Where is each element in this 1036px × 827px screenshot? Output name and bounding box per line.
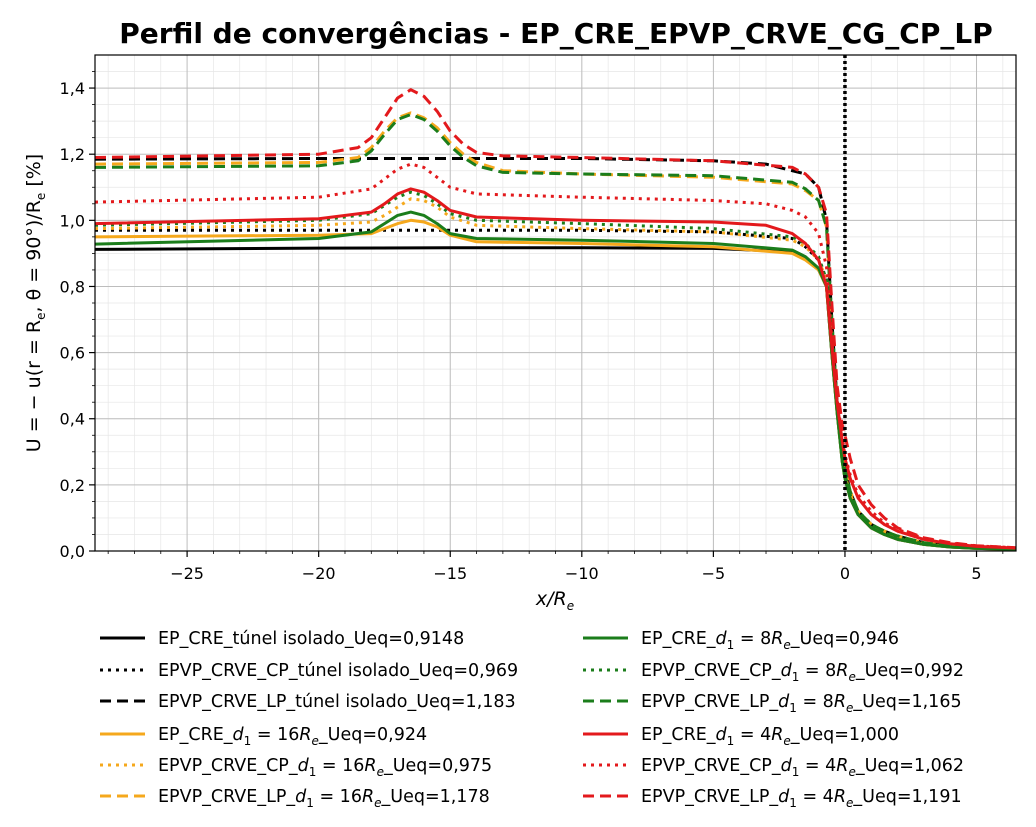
y-tick-label: 0,6: [60, 344, 85, 363]
legend-label: EPVP_CRVE_CP_d1 = 16Re_Ueq=0,975: [158, 756, 492, 779]
y-axis-label: U = − u(r = Re, θ = 90°)/Re [%]: [23, 154, 48, 452]
series-line-s8: [95, 190, 1016, 551]
legend-entry-s12: EPVP_CRVE_LP_d1 = 4Re_Ueq=1,191: [583, 787, 962, 810]
legend-entry-s5: EPVP_CRVE_CP_d1 = 16Re_Ueq=0,975: [100, 756, 492, 779]
legend-entry-s9: EPVP_CRVE_LP_d1 = 8Re_Ueq=1,165: [583, 692, 962, 715]
x-tick-label: 5: [971, 564, 981, 583]
legend-label: EPVP_CRVE_LP_d1 = 4Re_Ueq=1,191: [641, 787, 962, 810]
legend-entry-s11: EPVP_CRVE_CP_d1 = 4Re_Ueq=1,062: [583, 756, 964, 779]
y-tick-label: 1,2: [60, 145, 85, 164]
legend-label: EP_CRE_túnel isolado_Ueq=0,9148: [158, 629, 464, 649]
y-axis-ticks: 0,0 0,2 0,4 0,6 0,8 1,0 1,2 1,4: [60, 71, 95, 561]
legend-label: EPVP_CRVE_LP_d1 = 16Re_Ueq=1,178: [158, 787, 490, 810]
series-line-s11: [95, 162, 1016, 550]
y-tick-label: 1,4: [60, 79, 85, 98]
x-tick-label: −25: [170, 564, 204, 583]
legend-label: EPVP_CRVE_CP_d1 = 8Re_Ueq=0,992: [641, 661, 964, 684]
y-tick-label: 0,2: [60, 476, 85, 495]
legend-label: EP_CRE_d1 = 16Re_Ueq=0,924: [158, 725, 427, 748]
legend-label: EPVP_CRVE_LP_túnel isolado_Ueq=1,183: [158, 692, 516, 712]
x-tick-label: −15: [433, 564, 467, 583]
y-tick-label: 0,4: [60, 410, 85, 429]
chart-title: Perfil de convergências - EP_CRE_EPVP_CR…: [119, 17, 992, 50]
legend: EP_CRE_túnel isolado_Ueq=0,9148 EPVP_CRVE…: [100, 629, 964, 810]
legend-entry-s3: EPVP_CRVE_LP_túnel isolado_Ueq=1,183: [100, 692, 516, 712]
series-layer: [95, 88, 1016, 551]
legend-entry-s2: EPVP_CRVE_CP_túnel isolado_Ueq=0,969: [100, 661, 518, 681]
y-tick-label: 1,0: [60, 211, 85, 230]
series-line-s7: [95, 210, 1016, 551]
series-line-s9: [95, 113, 1016, 551]
legend-label: EP_CRE_d1 = 8Re_Ueq=0,946: [641, 629, 899, 652]
x-tick-label: −20: [302, 564, 336, 583]
legend-entry-s4: EP_CRE_d1 = 16Re_Ueq=0,924: [100, 725, 427, 748]
legend-label: EPVP_CRVE_LP_d1 = 8Re_Ueq=1,165: [641, 692, 962, 715]
legend-entry-s1: EP_CRE_túnel isolado_Ueq=0,9148: [100, 629, 464, 649]
x-tick-label: −5: [702, 564, 726, 583]
x-tick-label: 0: [840, 564, 850, 583]
legend-entry-s10: EP_CRE_d1 = 4Re_Ueq=1,000: [583, 725, 899, 748]
series-line-s12: [95, 88, 1016, 550]
legend-label: EPVP_CRVE_CP_túnel isolado_Ueq=0,969: [158, 661, 518, 681]
legend-label: EPVP_CRVE_CP_d1 = 4Re_Ueq=1,062: [641, 756, 964, 779]
y-tick-label: 0,0: [60, 542, 85, 561]
minor-gridlines: [95, 55, 1016, 551]
legend-entry-s8: EPVP_CRVE_CP_d1 = 8Re_Ueq=0,992: [583, 661, 964, 684]
x-axis-ticks: −25 −20 −15 −10 −5 0 5: [107, 551, 1004, 583]
x-axis-label: x/Re: [535, 588, 574, 613]
legend-label: EP_CRE_d1 = 4Re_Ueq=1,000: [641, 725, 899, 748]
legend-entry-s7: EP_CRE_d1 = 8Re_Ueq=0,946: [583, 629, 899, 652]
x-tick-label: −10: [565, 564, 599, 583]
y-tick-label: 0,8: [60, 277, 85, 296]
legend-entry-s6: EPVP_CRVE_LP_d1 = 16Re_Ueq=1,178: [100, 787, 490, 810]
